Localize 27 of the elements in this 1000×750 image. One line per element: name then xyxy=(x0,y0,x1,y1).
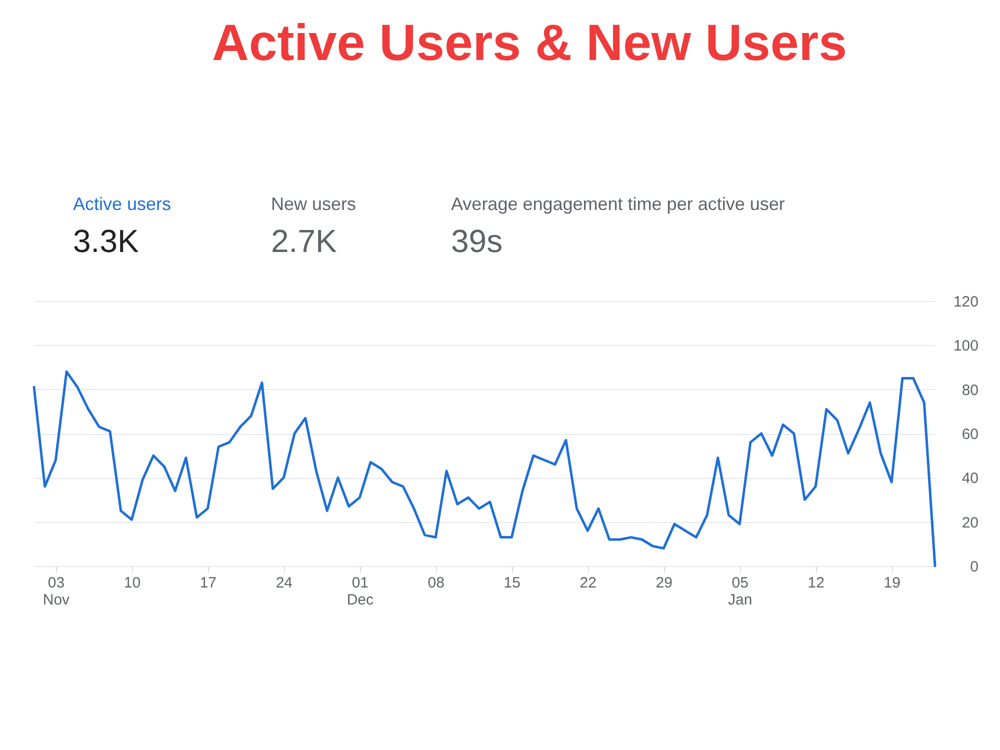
chart-title: Active Users & New Users xyxy=(212,14,847,71)
y-tick-label: 80 xyxy=(962,382,978,399)
y-tick-label: 40 xyxy=(962,470,978,488)
x-tick-label: 05 Jan xyxy=(728,574,752,608)
text: 2.7K xyxy=(271,223,337,259)
x-tick-label: 19 xyxy=(884,574,900,592)
x-tick-label: 01 Dec xyxy=(346,574,374,608)
text: Average engagement time per active user xyxy=(451,194,785,214)
y-tick-label: 100 xyxy=(953,338,978,355)
text: Active users xyxy=(73,194,172,214)
x-tick-label: 10 xyxy=(124,574,141,592)
text: 3.3K xyxy=(73,223,139,259)
text: 39s xyxy=(451,223,503,259)
x-tick-label: 17 xyxy=(200,574,217,592)
x-tick-label: 08 xyxy=(428,574,444,592)
x-tick-label: 03 Nov xyxy=(42,574,70,608)
x-tick-label: 15 xyxy=(504,574,520,592)
line-series xyxy=(32,370,936,568)
y-tick-label: 20 xyxy=(962,514,978,532)
y-tick-label: 0 xyxy=(970,558,978,576)
text: New users xyxy=(271,194,356,214)
x-tick-label: 24 xyxy=(276,574,293,592)
y-tick-label: 60 xyxy=(962,426,978,443)
x-tick-label: 12 xyxy=(808,574,824,592)
x-tick-label: 22 xyxy=(580,574,596,592)
y-tick-label: 120 xyxy=(953,294,978,310)
x-tick-label: 29 xyxy=(656,574,672,592)
